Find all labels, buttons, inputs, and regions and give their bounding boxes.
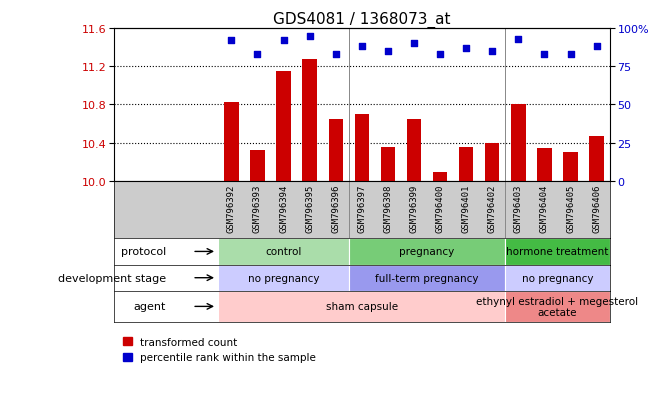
Point — [592, 44, 602, 50]
Bar — [349, 239, 505, 265]
Text: full-term pregnancy: full-term pregnancy — [375, 273, 479, 283]
Legend: transformed count, percentile rank within the sample: transformed count, percentile rank withi… — [119, 333, 320, 366]
Text: GSM796404: GSM796404 — [540, 184, 549, 233]
Text: GSM796397: GSM796397 — [357, 184, 366, 233]
Point — [435, 52, 446, 58]
Text: GSM796396: GSM796396 — [331, 184, 340, 233]
Text: no pregnancy: no pregnancy — [248, 273, 320, 283]
Text: control: control — [265, 247, 302, 257]
Bar — [485, 143, 499, 181]
Bar — [459, 148, 474, 181]
Bar — [349, 265, 505, 291]
Bar — [302, 59, 317, 181]
Bar — [218, 291, 505, 322]
Point — [565, 52, 576, 58]
Bar — [354, 115, 369, 181]
Point — [252, 52, 263, 58]
Text: pregnancy: pregnancy — [399, 247, 455, 257]
Text: GSM796403: GSM796403 — [514, 184, 523, 233]
Text: GSM796401: GSM796401 — [462, 184, 471, 233]
Bar — [505, 291, 610, 322]
Text: ethynyl estradiol + megesterol
acetate: ethynyl estradiol + megesterol acetate — [476, 296, 639, 318]
Bar — [218, 239, 349, 265]
Bar — [505, 265, 610, 291]
Bar — [114, 29, 218, 181]
Point — [278, 38, 289, 45]
Text: hormone treatment: hormone treatment — [507, 247, 609, 257]
Text: GSM796405: GSM796405 — [566, 184, 575, 233]
Point — [487, 48, 498, 55]
Point — [226, 38, 237, 45]
Title: GDS4081 / 1368073_at: GDS4081 / 1368073_at — [273, 12, 450, 28]
Point — [330, 52, 341, 58]
Point — [356, 44, 367, 50]
Text: GSM796394: GSM796394 — [279, 184, 288, 233]
Bar — [505, 239, 610, 265]
Point — [513, 36, 524, 43]
Bar — [407, 119, 421, 181]
Text: GSM796400: GSM796400 — [436, 184, 445, 233]
Text: GSM796393: GSM796393 — [253, 184, 262, 233]
Point — [383, 48, 393, 55]
Text: GSM796398: GSM796398 — [383, 184, 393, 233]
Text: GSM796406: GSM796406 — [592, 184, 601, 233]
Bar — [511, 105, 525, 181]
Bar — [218, 265, 349, 291]
Text: agent: agent — [134, 301, 166, 312]
Bar — [537, 149, 551, 181]
Text: no pregnancy: no pregnancy — [522, 273, 593, 283]
Text: GSM796395: GSM796395 — [305, 184, 314, 233]
Text: GSM796399: GSM796399 — [409, 184, 419, 233]
Bar — [590, 137, 604, 181]
Bar — [433, 173, 448, 181]
Text: GSM796392: GSM796392 — [227, 184, 236, 233]
Bar — [224, 102, 239, 181]
Text: development stage: development stage — [58, 273, 166, 283]
Text: sham capsule: sham capsule — [326, 301, 398, 312]
Text: GSM796402: GSM796402 — [488, 184, 496, 233]
Bar — [276, 72, 291, 181]
Bar — [381, 148, 395, 181]
Text: protocol: protocol — [121, 247, 166, 257]
Bar — [251, 151, 265, 181]
Bar — [328, 119, 343, 181]
Point — [409, 41, 419, 47]
Point — [461, 45, 472, 52]
Point — [304, 33, 315, 40]
Bar — [563, 153, 578, 181]
Point — [539, 52, 550, 58]
